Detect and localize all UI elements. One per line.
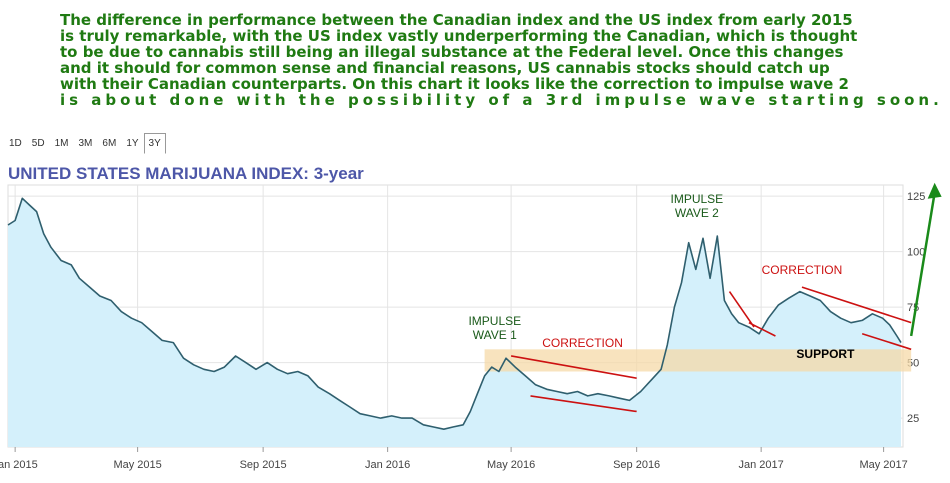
tab-1y[interactable]: 1Y	[126, 138, 139, 149]
index-area	[8, 198, 901, 447]
tab-1d[interactable]: 1D	[9, 138, 22, 149]
commentary-line: The difference in performance between th…	[60, 11, 853, 29]
trendline	[728, 291, 755, 328]
commentary-text: The difference in performance between th…	[60, 11, 943, 109]
index-line	[7, 197, 902, 430]
trendline	[801, 286, 912, 324]
trendline	[530, 395, 637, 413]
y-tick-label: 25	[907, 413, 919, 425]
x-tick-label: Sep 2015	[240, 459, 287, 471]
annotation-label: IMPULSE	[468, 314, 521, 328]
commentary-line: to be due to cannabis still being an ill…	[60, 43, 844, 61]
trendline	[748, 321, 776, 337]
support-zone	[484, 349, 912, 372]
trend-arrow-head	[927, 182, 942, 199]
annotation-label: CORRECTION	[542, 336, 623, 350]
trendline	[510, 355, 637, 379]
commentary-line: is about done with the possibility of a …	[60, 91, 943, 109]
tab-6m[interactable]: 6M	[102, 138, 117, 149]
annotation-label: WAVE 2	[675, 206, 719, 220]
annotation-label: WAVE 1	[473, 328, 517, 342]
annotation-label: IMPULSE	[671, 192, 724, 206]
tab-3m[interactable]: 3M	[78, 138, 93, 149]
commentary-line: with their Canadian counterparts. On thi…	[60, 75, 849, 93]
y-tick-label: 100	[907, 247, 925, 259]
tab-5d[interactable]: 5D	[31, 138, 45, 149]
x-tick-label: Jan 2017	[739, 459, 784, 471]
x-tick-label: May 2017	[859, 459, 907, 471]
x-tick-label: May 2016	[487, 459, 535, 471]
commentary-line: and it should for common sense and finan…	[60, 59, 830, 77]
x-tick-label: Sep 2016	[613, 459, 660, 471]
trendline	[861, 333, 912, 351]
annotation-label: CORRECTION	[762, 263, 843, 277]
x-tick-label: Jan 2016	[365, 459, 410, 471]
commentary-line: is truly remarkable, with the US index v…	[60, 27, 858, 45]
y-tick-label: 125	[907, 191, 925, 203]
trend-arrow	[909, 192, 936, 337]
tab-3y[interactable]: 3Y	[143, 133, 166, 154]
tab-1m[interactable]: 1M	[54, 138, 69, 149]
chart-title: UNITED STATES MARIJUANA INDEX: 3-year	[8, 164, 364, 183]
x-tick-label: Jan 2015	[0, 459, 38, 471]
x-tick-label: May 2015	[113, 459, 161, 471]
annotation-label: SUPPORT	[796, 347, 855, 361]
range-tabs: 1D 5D 1M 3M 6M 1Y 3Y	[4, 133, 166, 154]
